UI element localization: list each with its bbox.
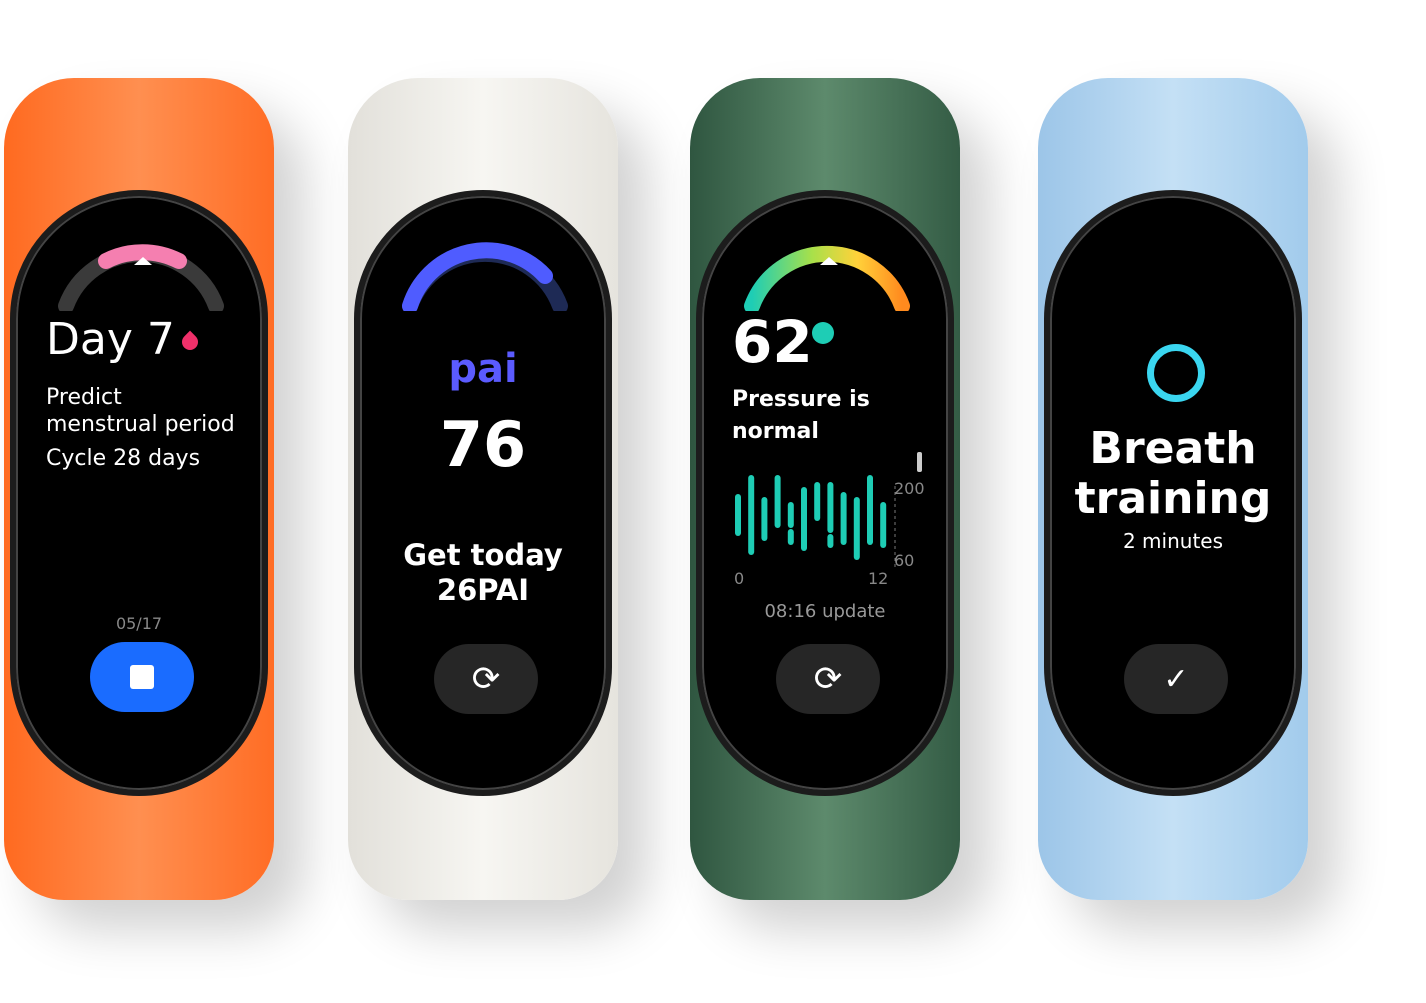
date-label: 05/17 <box>115 614 163 633</box>
pai-gauge <box>402 242 568 311</box>
stress-gauge <box>744 245 910 311</box>
drop-icon <box>178 330 202 354</box>
x-start-label: 0 <box>734 569 745 588</box>
status-dot-icon <box>812 322 834 344</box>
white-band: pai 76 Get today 26PAI ⟳ <box>348 78 618 900</box>
refresh-button[interactable]: ⟳ <box>434 644 538 714</box>
cycle-text: Cycle 28 days <box>46 446 201 471</box>
scrollbar[interactable] <box>917 452 922 472</box>
stop-button[interactable] <box>90 642 194 712</box>
stress-screen: 62 Pressure is normal 200 60 0 12 08:16 u… <box>696 190 954 796</box>
breath-screen: Breath training 2 minutes ✓ <box>1044 190 1302 796</box>
breath-duration: 2 minutes <box>1122 529 1224 553</box>
update-time: 08:16 update <box>764 601 886 622</box>
pai-logo: pai <box>448 346 518 392</box>
day-label: Day 7 <box>46 314 175 365</box>
y-max-label: 200 <box>894 479 925 498</box>
x-end-label: 12 <box>868 569 889 588</box>
stress-chart <box>735 452 922 568</box>
refresh-icon: ⟳ <box>471 659 501 699</box>
y-min-label: 60 <box>894 551 915 570</box>
stop-icon <box>130 665 154 689</box>
blue-band: Breath training 2 minutes ✓ <box>1038 78 1308 900</box>
cycle-screen: Day 7 Predict menstrual period Cycle 28 d… <box>10 190 268 796</box>
pai-value: 76 <box>439 408 527 481</box>
check-icon: ✓ <box>1163 661 1189 697</box>
confirm-button[interactable]: ✓ <box>1124 644 1228 714</box>
green-band: 62 Pressure is normal 200 60 0 12 08:16 u… <box>690 78 960 900</box>
breath-title: Breath training <box>1074 423 1272 524</box>
cycle-gauge <box>58 244 224 311</box>
refresh-button[interactable]: ⟳ <box>776 644 880 714</box>
pai-screen: pai 76 Get today 26PAI ⟳ <box>354 190 612 796</box>
refresh-icon: ⟳ <box>813 659 843 699</box>
stress-value: 62 <box>732 308 813 376</box>
orange-band: Day 7 Predict menstrual period Cycle 28 d… <box>4 78 274 900</box>
stress-status: Pressure is normal <box>732 387 870 444</box>
breath-ring-icon <box>1147 344 1205 402</box>
pai-goal: Get today 26PAI <box>403 538 563 607</box>
predict-text: Predict menstrual period <box>46 385 235 437</box>
